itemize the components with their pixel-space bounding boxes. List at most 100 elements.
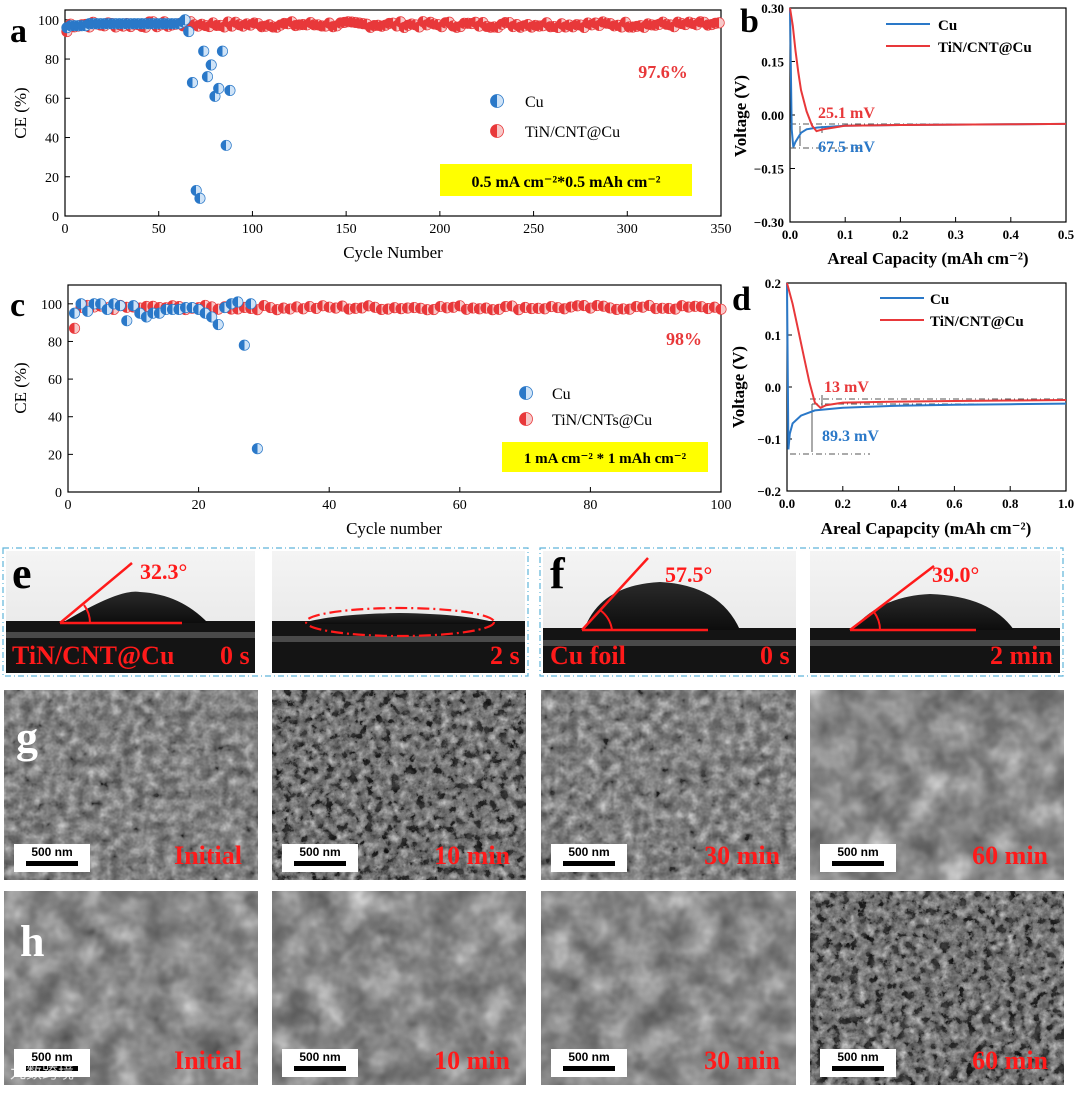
legend-label-tin: TiN/CNTs@Cu <box>552 412 652 429</box>
average-ce-label: 97.6% <box>638 62 688 82</box>
y-tick-label: 0.15 <box>761 55 784 70</box>
sem-image: 500 nm Initial <box>4 891 258 1085</box>
condition-highlight <box>440 164 692 196</box>
sem-image: 500 nm 10 min <box>272 891 526 1085</box>
legend-marker-cu <box>490 94 504 108</box>
y-tick-label: 0.0 <box>765 380 781 395</box>
scale-bar <box>294 861 346 866</box>
y-tick-label: −0.1 <box>757 432 781 447</box>
panel-f: 57.5° Cu foil 0 s f 39.0° 2 min <box>539 547 1064 677</box>
y-tick-label: 0.00 <box>761 108 784 123</box>
data-point-cu <box>206 311 218 323</box>
scale-bar-label: 500 nm <box>568 845 609 859</box>
y-tick-label: 100 <box>41 298 62 313</box>
average-ce-label: 98% <box>666 329 702 349</box>
panel-e: 32.3° TiN/CNT@Cu 0 s e 2 s <box>2 547 529 677</box>
panel-letter: g <box>16 713 38 762</box>
x-tick-label: 300 <box>617 222 638 237</box>
sem-image: 500 nm 60 min <box>810 891 1064 1085</box>
time-label: 2 min <box>990 641 1053 670</box>
series-line-cu <box>786 282 1067 450</box>
x-tick-label: 80 <box>583 498 597 513</box>
data-point-cu <box>183 26 195 38</box>
legend-label-cu: Cu <box>552 386 571 403</box>
data-point-cu <box>232 296 244 308</box>
y-tick-label: 0 <box>55 486 62 501</box>
time-label: 10 min <box>434 841 510 870</box>
droplet <box>852 594 1014 630</box>
legend-label-cu: Cu <box>930 292 949 308</box>
scale-bar-box <box>282 1049 358 1077</box>
legend-label-cu: Cu <box>938 18 957 34</box>
droplet <box>300 613 500 624</box>
x-tick-label: 20 <box>192 498 206 513</box>
scale-bar-label: 500 nm <box>299 845 340 859</box>
y-tick-label: 60 <box>48 373 62 388</box>
x-tick-label: 60 <box>453 498 467 513</box>
scale-bar <box>832 861 884 866</box>
y-tick-label: −0.2 <box>757 484 781 499</box>
panel-letter: c <box>10 287 25 324</box>
panel-letter: b <box>740 3 759 40</box>
sample-label: Cu foil <box>550 641 626 670</box>
overpotential-label-tin: 13 mV <box>824 379 869 396</box>
y-tick-label: 20 <box>48 448 62 463</box>
x-tick-label: 1.0 <box>1058 496 1074 511</box>
data-point-cu <box>194 192 206 204</box>
scale-bar-box <box>14 1049 90 1077</box>
x-tick-label: 0.4 <box>1003 227 1020 242</box>
y-tick-label: 0 <box>52 210 59 225</box>
sem-image: 500 nm 30 min <box>541 891 796 1085</box>
legend-marker-cu <box>519 386 533 400</box>
legend-label-cu: Cu <box>525 94 544 111</box>
x-tick-label: 0.5 <box>1058 227 1075 242</box>
x-tick-label: 0.6 <box>946 496 963 511</box>
data-point-cu <box>201 71 213 83</box>
condition-label: 1 mA cm⁻² * 1 mAh cm⁻² <box>524 451 687 467</box>
scale-bar-box <box>14 844 90 872</box>
y-tick-label: 0.2 <box>765 276 781 291</box>
data-point-cu <box>82 305 94 317</box>
legend-label-tin: TiN/CNT@Cu <box>930 314 1024 330</box>
y-axis-title: Voltage (V) <box>731 75 750 157</box>
x-tick-label: 40 <box>322 498 336 513</box>
x-tick-label: 0.2 <box>892 227 908 242</box>
x-tick-label: 0.2 <box>835 496 851 511</box>
time-label: 30 min <box>704 841 780 870</box>
data-point-cu <box>75 298 87 310</box>
plot-frame <box>64 9 722 217</box>
y-axis-title: CE (%) <box>11 87 30 138</box>
y-tick-label: 40 <box>45 132 59 147</box>
x-tick-label: 0 <box>62 222 69 237</box>
y-tick-label: 80 <box>45 53 59 68</box>
panel-b: b 0.0 0.1 0.2 0.3 0.4 0.5 0.30 0.15 0.00 −0.15 −0… <box>731 1 1075 268</box>
x-tick-label: 0.3 <box>947 227 964 242</box>
data-point-cu <box>127 300 139 312</box>
panel-a: a 0 50 100 150 200 250 300 350 0 20 40 60 80 100 Cyc… <box>10 9 732 262</box>
time-label: 60 min <box>972 1046 1048 1075</box>
panel-h: 500 nm Initial 500 nm 10 min 500 nm 30 min 500… <box>4 891 1064 1085</box>
scale-bar-box <box>820 844 896 872</box>
scale-bar-label: 500 nm <box>837 845 878 859</box>
scale-bar-label: 500 nm <box>299 1050 340 1064</box>
condition-highlight <box>502 442 708 472</box>
y-tick-label: 40 <box>48 411 62 426</box>
time-label: Initial <box>174 1046 242 1075</box>
droplet <box>584 582 740 630</box>
sem-image: 500 nm Initial <box>4 690 258 880</box>
sem-image: 500 nm 60 min <box>810 690 1064 880</box>
x-tick-label: 150 <box>336 222 357 237</box>
data-point-cu <box>68 307 81 319</box>
plot-frame <box>67 284 722 493</box>
contact-angle-image: 2 s <box>272 551 525 673</box>
sem-image: 500 nm 10 min <box>272 690 526 880</box>
scale-bar <box>563 1066 615 1071</box>
x-tick-label: 0 <box>65 498 72 513</box>
contact-angle-value: 32.3° <box>140 559 187 584</box>
scale-bar-label: 500 nm <box>837 1050 878 1064</box>
panel-letter: d <box>732 281 751 318</box>
data-point-cu <box>114 300 126 312</box>
x-tick-label: 350 <box>711 222 732 237</box>
y-tick-label: −0.30 <box>754 215 784 230</box>
scale-bar <box>563 861 615 866</box>
